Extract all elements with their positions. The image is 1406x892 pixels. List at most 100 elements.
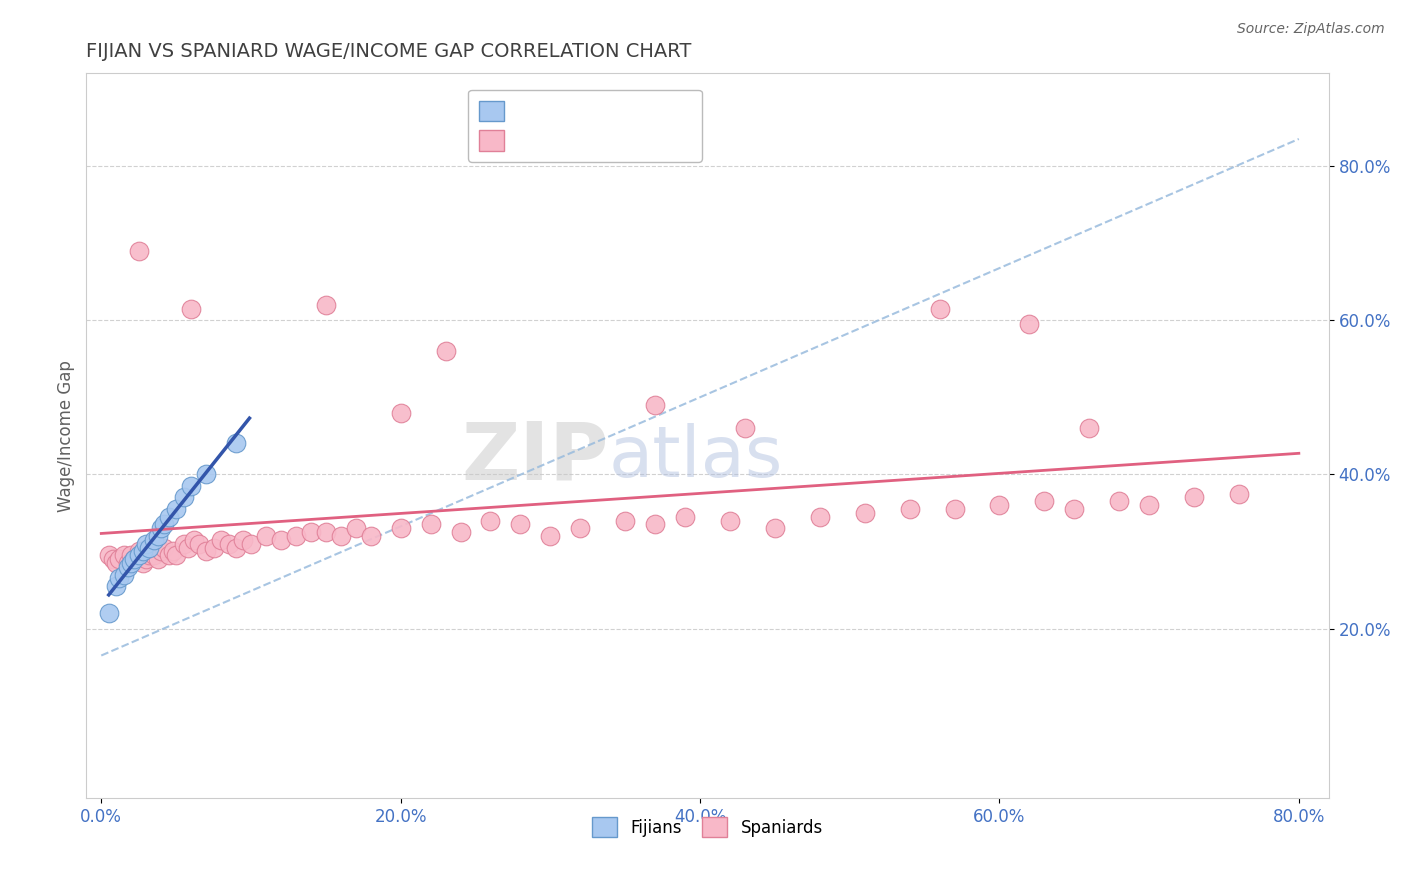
Point xyxy=(108,571,131,585)
Point xyxy=(183,533,205,547)
Point xyxy=(225,541,247,555)
Point xyxy=(128,544,150,558)
Point xyxy=(808,509,831,524)
Text: 61: 61 xyxy=(621,133,644,151)
Point xyxy=(103,552,125,566)
Point xyxy=(209,533,232,547)
Point xyxy=(128,244,150,258)
Point xyxy=(128,549,150,563)
Point xyxy=(195,467,218,482)
Point xyxy=(97,606,120,620)
Point xyxy=(157,509,180,524)
Point xyxy=(142,549,165,563)
Text: Source: ZipAtlas.com: Source: ZipAtlas.com xyxy=(1237,22,1385,37)
Point xyxy=(329,529,352,543)
Point xyxy=(150,544,173,558)
Point xyxy=(153,541,176,555)
Point xyxy=(315,525,337,540)
Point xyxy=(112,549,135,563)
Legend: Fijians, Spaniards: Fijians, Spaniards xyxy=(586,811,830,844)
Point xyxy=(718,514,741,528)
Point xyxy=(150,521,173,535)
Point xyxy=(97,549,120,563)
Point xyxy=(173,537,195,551)
Point xyxy=(943,502,966,516)
Point xyxy=(218,537,240,551)
Point xyxy=(898,502,921,516)
Point xyxy=(538,529,561,543)
Point xyxy=(165,502,187,516)
Point xyxy=(117,556,139,570)
Text: ZIP: ZIP xyxy=(461,418,609,497)
Point xyxy=(135,537,157,551)
Point xyxy=(284,529,307,543)
Point xyxy=(734,421,756,435)
Text: N =: N = xyxy=(572,133,637,151)
Point xyxy=(1033,494,1056,508)
Point xyxy=(763,521,786,535)
Text: atlas: atlas xyxy=(609,423,783,492)
Point xyxy=(673,509,696,524)
Point xyxy=(146,529,169,543)
Text: R =: R = xyxy=(470,133,523,151)
Point xyxy=(132,556,155,570)
Point xyxy=(187,537,209,551)
Text: 0.117: 0.117 xyxy=(520,133,574,151)
Point xyxy=(344,521,367,535)
Text: 0.609: 0.609 xyxy=(516,99,571,117)
Point xyxy=(120,549,142,563)
Point xyxy=(153,517,176,532)
Point xyxy=(117,559,139,574)
Point xyxy=(360,529,382,543)
Point xyxy=(1137,498,1160,512)
Point xyxy=(509,517,531,532)
Point xyxy=(108,552,131,566)
Point xyxy=(644,517,666,532)
Point xyxy=(254,529,277,543)
Point xyxy=(419,517,441,532)
Point xyxy=(135,552,157,566)
Point xyxy=(434,343,457,358)
Text: R =: R = xyxy=(470,99,512,117)
Point xyxy=(315,298,337,312)
Point xyxy=(202,541,225,555)
Point xyxy=(270,533,292,547)
Point xyxy=(644,398,666,412)
Point xyxy=(928,301,950,316)
Point xyxy=(239,537,262,551)
Point xyxy=(1063,502,1085,516)
Point xyxy=(138,549,160,563)
Point xyxy=(195,544,218,558)
Point xyxy=(232,533,254,547)
Point xyxy=(299,525,322,540)
Text: N =: N = xyxy=(572,99,637,117)
Text: 21: 21 xyxy=(621,99,644,117)
Point xyxy=(1108,494,1130,508)
Point xyxy=(450,525,472,540)
Point xyxy=(146,552,169,566)
Point xyxy=(180,479,202,493)
Point xyxy=(112,567,135,582)
Point xyxy=(389,521,412,535)
Point xyxy=(142,533,165,547)
Point xyxy=(225,436,247,450)
Point xyxy=(1018,317,1040,331)
Point xyxy=(105,556,128,570)
Point xyxy=(157,549,180,563)
Point xyxy=(1182,491,1205,505)
Point xyxy=(165,549,187,563)
Point xyxy=(569,521,592,535)
Point xyxy=(177,541,200,555)
Point xyxy=(1078,421,1101,435)
Point xyxy=(122,552,145,566)
Point xyxy=(122,552,145,566)
Point xyxy=(853,506,876,520)
Point xyxy=(173,491,195,505)
Point xyxy=(138,541,160,555)
Point xyxy=(1227,486,1250,500)
Point xyxy=(120,556,142,570)
Point xyxy=(162,544,184,558)
Point xyxy=(389,406,412,420)
Y-axis label: Wage/Income Gap: Wage/Income Gap xyxy=(58,359,75,512)
Point xyxy=(988,498,1011,512)
